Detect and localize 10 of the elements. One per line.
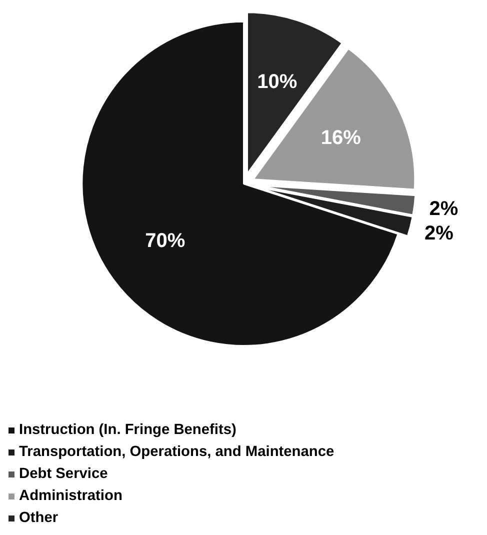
legend-label: Instruction (In. Fringe Benefits) [19, 421, 236, 440]
legend-label: Debt Service [19, 465, 108, 484]
data-label: 70% [145, 230, 186, 252]
data-label: 16% [320, 127, 362, 150]
data-label: 10% [257, 70, 298, 93]
legend-label: Other [19, 509, 58, 528]
legend-label: Transportation, Operations, and Maintenance [19, 443, 334, 462]
data-label: 2% [429, 198, 458, 220]
legend-label: Administration [19, 487, 122, 506]
data-label: 2% [424, 222, 454, 245]
